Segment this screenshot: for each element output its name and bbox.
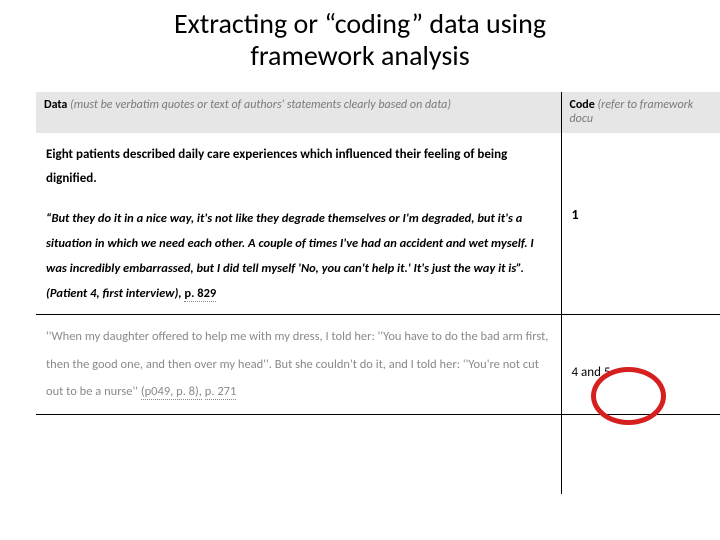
intro-code-cell (561, 133, 720, 198)
data-column-header: Data (must be verbatim quotes or text of… (36, 92, 561, 133)
quote2-ref2: p. 271 (205, 384, 237, 400)
table-header-row: Data (must be verbatim quotes or text of… (36, 92, 720, 133)
quote-row-1: “But they do it in a nice way, it's not … (36, 198, 720, 315)
quote2-text: ''When my daughter offered to help me wi… (46, 329, 548, 399)
code-column-header: Code (refer to framework docu (561, 92, 720, 133)
data-header-note: (must be verbatim quotes or text of auth… (70, 98, 451, 112)
empty-row (36, 414, 720, 494)
intro-row: Eight patients described daily care expe… (36, 133, 720, 198)
quote2-code: 4 and 5 (572, 365, 611, 380)
empty-data-cell (36, 414, 561, 494)
empty-code-cell (561, 414, 720, 494)
quote1-code: 1 (572, 206, 579, 223)
quote2-code-cell: 4 and 5 (561, 315, 720, 415)
coding-table-area: Data (must be verbatim quotes or text of… (36, 92, 720, 490)
quote2-ref1: (p049, p. 8), (141, 384, 202, 400)
coding-table: Data (must be verbatim quotes or text of… (36, 92, 720, 494)
quote1-text: “But they do it in a nice way, it's not … (46, 211, 534, 301)
quote1-code-cell: 1 (561, 198, 720, 315)
title-line-1: Extracting or “coding” data using (174, 6, 546, 41)
intro-text: Eight patients described daily care expe… (46, 147, 507, 187)
page-title: Extracting or “coding” data using framew… (0, 0, 720, 72)
quote1-text-cell: “But they do it in a nice way, it's not … (36, 198, 561, 315)
code-label: Code (570, 98, 595, 112)
quote-row-2: ''When my daughter offered to help me wi… (36, 315, 720, 415)
title-line-2: framework analysis (250, 38, 469, 73)
intro-text-cell: Eight patients described daily care expe… (36, 133, 561, 198)
quote1-page-ref: p. 829 (184, 286, 216, 302)
quote2-text-cell: ''When my daughter offered to help me wi… (36, 315, 561, 415)
data-label: Data (44, 98, 67, 112)
